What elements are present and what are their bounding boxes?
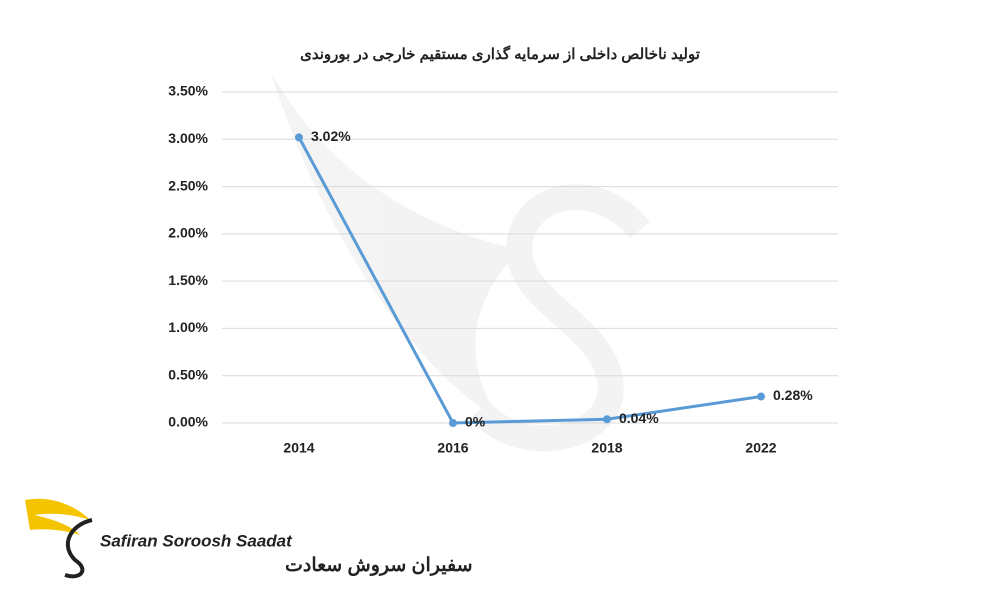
- data-point: [295, 133, 303, 142]
- y-tick-label: 1.00%: [168, 319, 208, 335]
- watermark: [270, 70, 651, 452]
- logo-s: [64, 518, 93, 579]
- data-label: 0.04%: [619, 410, 659, 426]
- y-tick-label: 0.00%: [168, 414, 208, 430]
- data-label: 3.02%: [311, 128, 351, 144]
- logo-wing: [25, 498, 90, 535]
- x-tick-label: 2022: [745, 440, 776, 456]
- x-tick-label: 2014: [283, 440, 314, 456]
- data-point: [603, 415, 611, 424]
- y-tick-label: 0.50%: [168, 366, 208, 382]
- data-point: [757, 392, 765, 401]
- series-line: [297, 136, 762, 425]
- y-tick-label: 3.00%: [168, 130, 208, 146]
- y-tick-label: 2.00%: [168, 225, 208, 241]
- x-tick-label: 2018: [591, 440, 622, 456]
- x-tick-label: 2016: [437, 440, 468, 456]
- y-tick-label: 3.50%: [168, 83, 208, 99]
- data-label: 0%: [465, 414, 486, 430]
- y-tick-label: 2.50%: [168, 177, 208, 193]
- chart-title: تولید ناخالص داخلی از سرمایه گذاری مستقی…: [300, 45, 700, 63]
- data-label: 0.28%: [773, 387, 813, 403]
- logo-text-fa: سفیران سروش سعادت: [285, 555, 473, 576]
- logo-text-en: Safiran Soroosh Saadat: [100, 531, 293, 550]
- data-point: [449, 419, 457, 427]
- y-tick-label: 1.50%: [168, 272, 208, 288]
- logo: Safiran Soroosh Saadat سفیران سروش سعادت: [25, 498, 473, 579]
